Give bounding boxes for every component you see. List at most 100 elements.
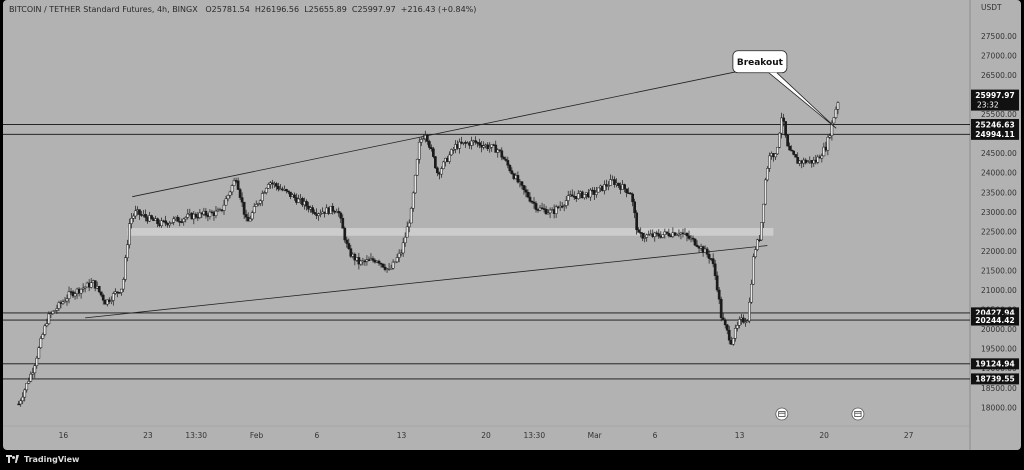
candle-up xyxy=(389,267,393,270)
candle-down xyxy=(532,201,536,204)
candle-up xyxy=(31,372,35,375)
y-tick-label: 21500.00 xyxy=(981,266,1017,275)
callout-box xyxy=(732,50,788,74)
y-tick-label: 25500.00 xyxy=(981,110,1017,119)
candle-down xyxy=(381,263,385,268)
candle-up xyxy=(603,184,606,191)
candle-up xyxy=(754,249,757,258)
ohlc-close: C25997.97 xyxy=(351,5,396,14)
price-level-box xyxy=(971,314,1019,326)
candle-up xyxy=(647,234,651,236)
candle-down xyxy=(635,212,639,230)
symbol-title: BITCOIN / TETHER Standard Futures, 4h, B… xyxy=(9,5,198,14)
candle-down xyxy=(371,258,375,261)
candle-up xyxy=(186,213,190,218)
y-tick-label: 26500.00 xyxy=(981,71,1017,80)
candle-down xyxy=(639,232,643,234)
price-chart[interactable]: 18000.0018500.0019000.0019500.0020000.00… xyxy=(3,0,1021,450)
candle-down xyxy=(287,190,290,193)
calendar-event-icon[interactable] xyxy=(851,407,865,421)
candle-down xyxy=(633,201,636,214)
last-price-label: 25997.97 xyxy=(975,91,1014,100)
candle-down xyxy=(343,227,347,241)
candle-up xyxy=(399,252,403,255)
price-level-label: 25246.63 xyxy=(975,120,1014,129)
candle-up xyxy=(490,144,494,148)
candle-up xyxy=(595,191,598,195)
price-level-tag: 18739.55 xyxy=(971,373,1019,385)
candle-up xyxy=(417,141,421,160)
candle-down xyxy=(204,210,208,216)
candle-up xyxy=(250,212,254,220)
candle-up xyxy=(89,282,93,288)
x-tick-label: 13 xyxy=(735,431,745,440)
candle-down xyxy=(176,216,180,222)
price-level-tag: 24994.11 xyxy=(971,128,1019,140)
candle-down xyxy=(331,205,335,212)
candle-up xyxy=(576,193,580,199)
candle-up xyxy=(47,313,51,324)
candle-down xyxy=(715,275,719,291)
price-level-box xyxy=(971,307,1019,319)
candle-up xyxy=(45,323,49,327)
candle-up xyxy=(67,291,71,299)
y-tick-label: 18000.00 xyxy=(981,403,1017,412)
candle-up xyxy=(415,159,419,176)
x-tick-label: 13:30 xyxy=(185,431,207,440)
candle-up xyxy=(750,283,753,303)
y-tick-label: 23000.00 xyxy=(981,208,1017,217)
candle-down xyxy=(713,263,717,276)
candle-up xyxy=(160,220,163,226)
candle-down xyxy=(502,157,506,160)
x-tick-label: 13 xyxy=(397,431,407,440)
calendar-event-icon[interactable] xyxy=(775,407,789,421)
candle-up xyxy=(53,310,57,312)
candle-down xyxy=(665,231,669,234)
candle-down xyxy=(691,237,695,240)
candle-up xyxy=(168,223,172,226)
candle-down xyxy=(337,211,341,214)
candle-up xyxy=(29,373,33,382)
tradingview-brand[interactable]: TradingView xyxy=(6,454,79,464)
candle-down xyxy=(313,212,316,214)
candle-up xyxy=(132,215,135,219)
candle-down xyxy=(786,134,789,147)
candle-up xyxy=(746,320,749,323)
candle-down xyxy=(520,181,524,186)
candle-down xyxy=(637,229,641,233)
candle-down xyxy=(117,292,121,294)
y-tick-label: 19500.00 xyxy=(981,345,1017,354)
candle-up xyxy=(735,325,739,329)
candle-up xyxy=(122,279,125,290)
candle-up xyxy=(124,257,127,280)
x-tick-label: 20 xyxy=(481,431,491,440)
candle-up xyxy=(748,301,751,322)
candle-down xyxy=(695,244,699,247)
candle-down xyxy=(144,214,147,218)
candle-up xyxy=(403,236,407,244)
candle-up xyxy=(816,156,820,163)
chart-frame[interactable]: 18000.0018500.0019000.0019500.0020000.00… xyxy=(3,0,1021,450)
candle-up xyxy=(450,149,453,156)
candle-down xyxy=(347,243,351,249)
candle-up xyxy=(33,365,37,374)
candle-down xyxy=(727,329,731,341)
candle-down xyxy=(530,201,534,203)
price-level-box xyxy=(971,358,1019,370)
candle-down xyxy=(274,183,278,187)
candle-up xyxy=(421,138,425,141)
candle-down xyxy=(427,141,431,148)
candle-down xyxy=(498,149,502,152)
candle-up xyxy=(391,261,395,269)
candle-up xyxy=(232,180,236,186)
candle-up xyxy=(198,212,202,218)
candle-up xyxy=(806,161,810,164)
candle-up xyxy=(254,204,258,207)
candle-down xyxy=(138,209,141,215)
candle-down xyxy=(367,259,371,261)
price-level-box xyxy=(971,373,1019,385)
candle-up xyxy=(413,174,417,194)
countdown-label: 23:32 xyxy=(977,101,999,110)
price-level-label: 18739.55 xyxy=(975,375,1014,384)
candle-down xyxy=(17,403,21,406)
